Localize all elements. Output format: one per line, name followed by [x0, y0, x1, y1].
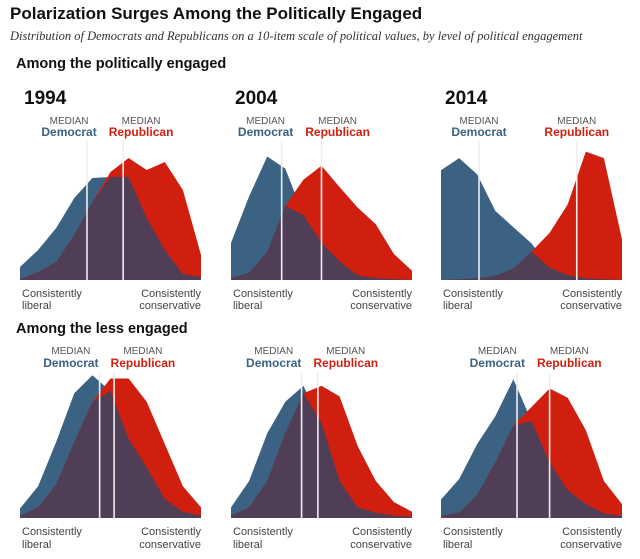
- axis-label-liberal: liberal: [443, 539, 472, 551]
- democrat-median-label: MEDIAN: [460, 116, 499, 127]
- democrat-median-label: MEDIAN: [478, 346, 517, 357]
- democrat-median-label: MEDIAN: [50, 116, 89, 127]
- axis-label-liberal: Consistently: [233, 288, 293, 300]
- axis-label-conservative: Consistently: [352, 288, 412, 300]
- axis-label-conservative: conservative: [139, 539, 201, 551]
- republican-median-label: MEDIAN: [550, 346, 589, 357]
- axis-label-conservative: Consistently: [141, 288, 201, 300]
- axis-label-liberal: liberal: [233, 300, 262, 312]
- axis-label-liberal: Consistently: [233, 526, 293, 538]
- section-label-engaged: Among the politically engaged: [16, 56, 227, 72]
- section-label-less-engaged: Among the less engaged: [16, 321, 188, 337]
- overlap-area: [20, 177, 201, 280]
- republican-median-label: MEDIAN: [326, 346, 365, 357]
- overlap-area: [231, 205, 412, 280]
- democrat-series-label: Democrat: [246, 356, 301, 370]
- democrat-series-label: Democrat: [451, 125, 506, 139]
- year-label: 1994: [24, 88, 67, 109]
- axis-label-conservative: conservative: [350, 300, 412, 312]
- year-label: 2004: [235, 88, 278, 109]
- panel-1994-less-engaged: MEDIANDemocratMEDIANRepublicanConsistent…: [20, 346, 201, 551]
- axis-label-liberal: Consistently: [22, 526, 82, 538]
- axis-label-liberal: liberal: [233, 539, 262, 551]
- democrat-series-label: Democrat: [470, 356, 525, 370]
- democrat-series-label: Democrat: [238, 125, 293, 139]
- axis-label-conservative: Consistently: [562, 288, 622, 300]
- panel-2014-engaged: MEDIANDemocratMEDIANRepublican2014Consis…: [441, 88, 622, 312]
- democrat-area: [441, 158, 622, 280]
- axis-label-liberal: Consistently: [443, 288, 503, 300]
- panel-2004-less-engaged: MEDIANDemocratMEDIANRepublicanConsistent…: [231, 346, 412, 551]
- axis-label-conservative: Consistently: [141, 526, 201, 538]
- republican-series-label: Republican: [313, 356, 378, 370]
- republican-median-label: MEDIAN: [123, 346, 162, 357]
- axis-label-liberal: liberal: [443, 300, 472, 312]
- axis-label-liberal: Consistently: [22, 288, 82, 300]
- axis-label-liberal: Consistently: [443, 526, 503, 538]
- axis-label-liberal: liberal: [22, 539, 51, 551]
- panel-1994-engaged: MEDIANDemocratMEDIANRepublican1994Consis…: [20, 88, 201, 312]
- axis-label-conservative: conservative: [139, 300, 201, 312]
- democrat-median-label: MEDIAN: [246, 116, 285, 127]
- axis-label-conservative: conservative: [560, 300, 622, 312]
- republican-median-label: MEDIAN: [557, 116, 596, 127]
- overlap-area: [231, 393, 412, 518]
- axis-label-conservative: Consistently: [562, 526, 622, 538]
- republican-series-label: Republican: [109, 125, 174, 139]
- republican-series-label: Republican: [305, 125, 370, 139]
- republican-series-label: Republican: [111, 356, 176, 370]
- republican-median-label: MEDIAN: [122, 116, 161, 127]
- democrat-series-label: Democrat: [41, 125, 96, 139]
- democrat-median-label: MEDIAN: [254, 346, 293, 357]
- axis-label-conservative: Consistently: [352, 526, 412, 538]
- republican-series-label: Republican: [537, 356, 602, 370]
- panel-2014-less-engaged: MEDIANDemocratMEDIANRepublicanConsistent…: [441, 346, 622, 551]
- chart-subtitle: Distribution of Democrats and Republican…: [10, 29, 583, 43]
- year-label: 2014: [445, 88, 488, 109]
- overlap-area: [441, 420, 622, 518]
- republican-series-label: Republican: [544, 125, 609, 139]
- panel-2004-engaged: MEDIANDemocratMEDIANRepublican2004Consis…: [231, 88, 412, 312]
- axis-label-conservative: conservative: [350, 539, 412, 551]
- axis-label-liberal: liberal: [22, 300, 51, 312]
- chart-title: Polarization Surges Among the Politicall…: [10, 4, 423, 23]
- overlap-area: [20, 391, 201, 518]
- axis-label-conservative: conservative: [560, 539, 622, 551]
- democrat-series-label: Democrat: [43, 356, 98, 370]
- overlap-area: [441, 251, 622, 280]
- democrat-median-label: MEDIAN: [51, 346, 90, 357]
- republican-median-label: MEDIAN: [318, 116, 357, 127]
